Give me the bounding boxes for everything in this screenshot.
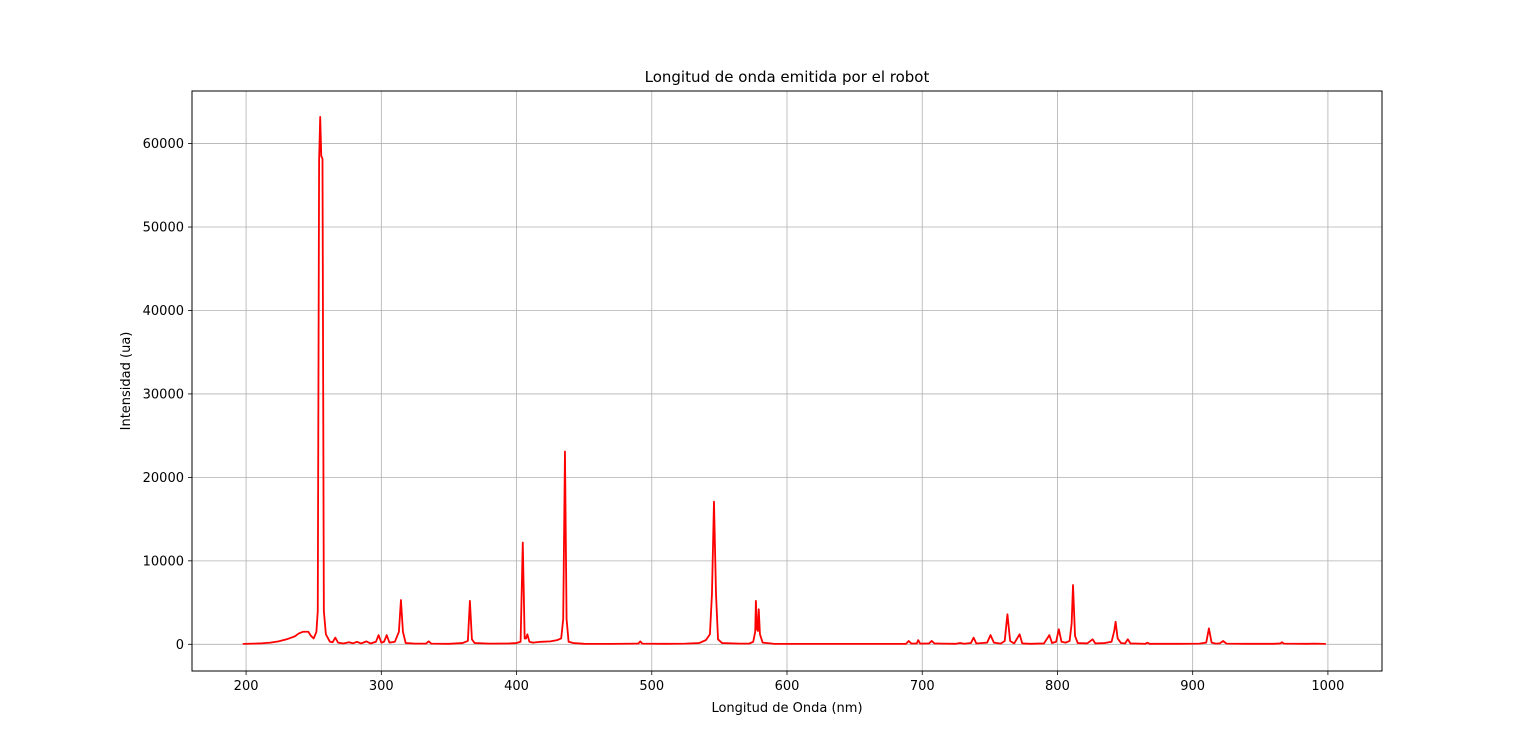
y-tick-label: 10000 xyxy=(143,554,184,569)
series-layer xyxy=(242,115,1327,645)
x-tick-label: 800 xyxy=(1045,679,1070,694)
x-axis-ticks: 200 300 400 500 600 700 800 900 1000 xyxy=(234,671,1344,694)
plot-frame xyxy=(191,90,1383,672)
y-tick-label: 60000 xyxy=(143,137,184,152)
x-tick-label: 500 xyxy=(639,679,664,694)
x-tick-label: 300 xyxy=(369,679,394,694)
x-tick-label: 1000 xyxy=(1311,679,1344,694)
chart-title: Longitud de onda emitida por el robot xyxy=(645,68,930,86)
grid-lines xyxy=(192,91,1382,671)
y-tick-label: 30000 xyxy=(143,387,184,402)
x-tick-label: 700 xyxy=(910,679,935,694)
y-tick-label: 20000 xyxy=(143,471,184,486)
x-axis-label: Longitud de Onda (nm) xyxy=(711,701,862,716)
y-tick-label: 50000 xyxy=(143,221,184,236)
y-axis-ticks: 0 10000 20000 30000 40000 50000 60000 xyxy=(143,137,192,653)
series-line xyxy=(242,115,1327,645)
x-tick-label: 400 xyxy=(504,679,529,694)
x-tick-label: 200 xyxy=(234,679,259,694)
y-tick-label: 0 xyxy=(176,638,184,653)
y-axis-label: Intensidad (ua) xyxy=(119,332,134,431)
y-tick-label: 40000 xyxy=(143,304,184,319)
x-tick-label: 900 xyxy=(1180,679,1205,694)
x-tick-label: 600 xyxy=(775,679,800,694)
